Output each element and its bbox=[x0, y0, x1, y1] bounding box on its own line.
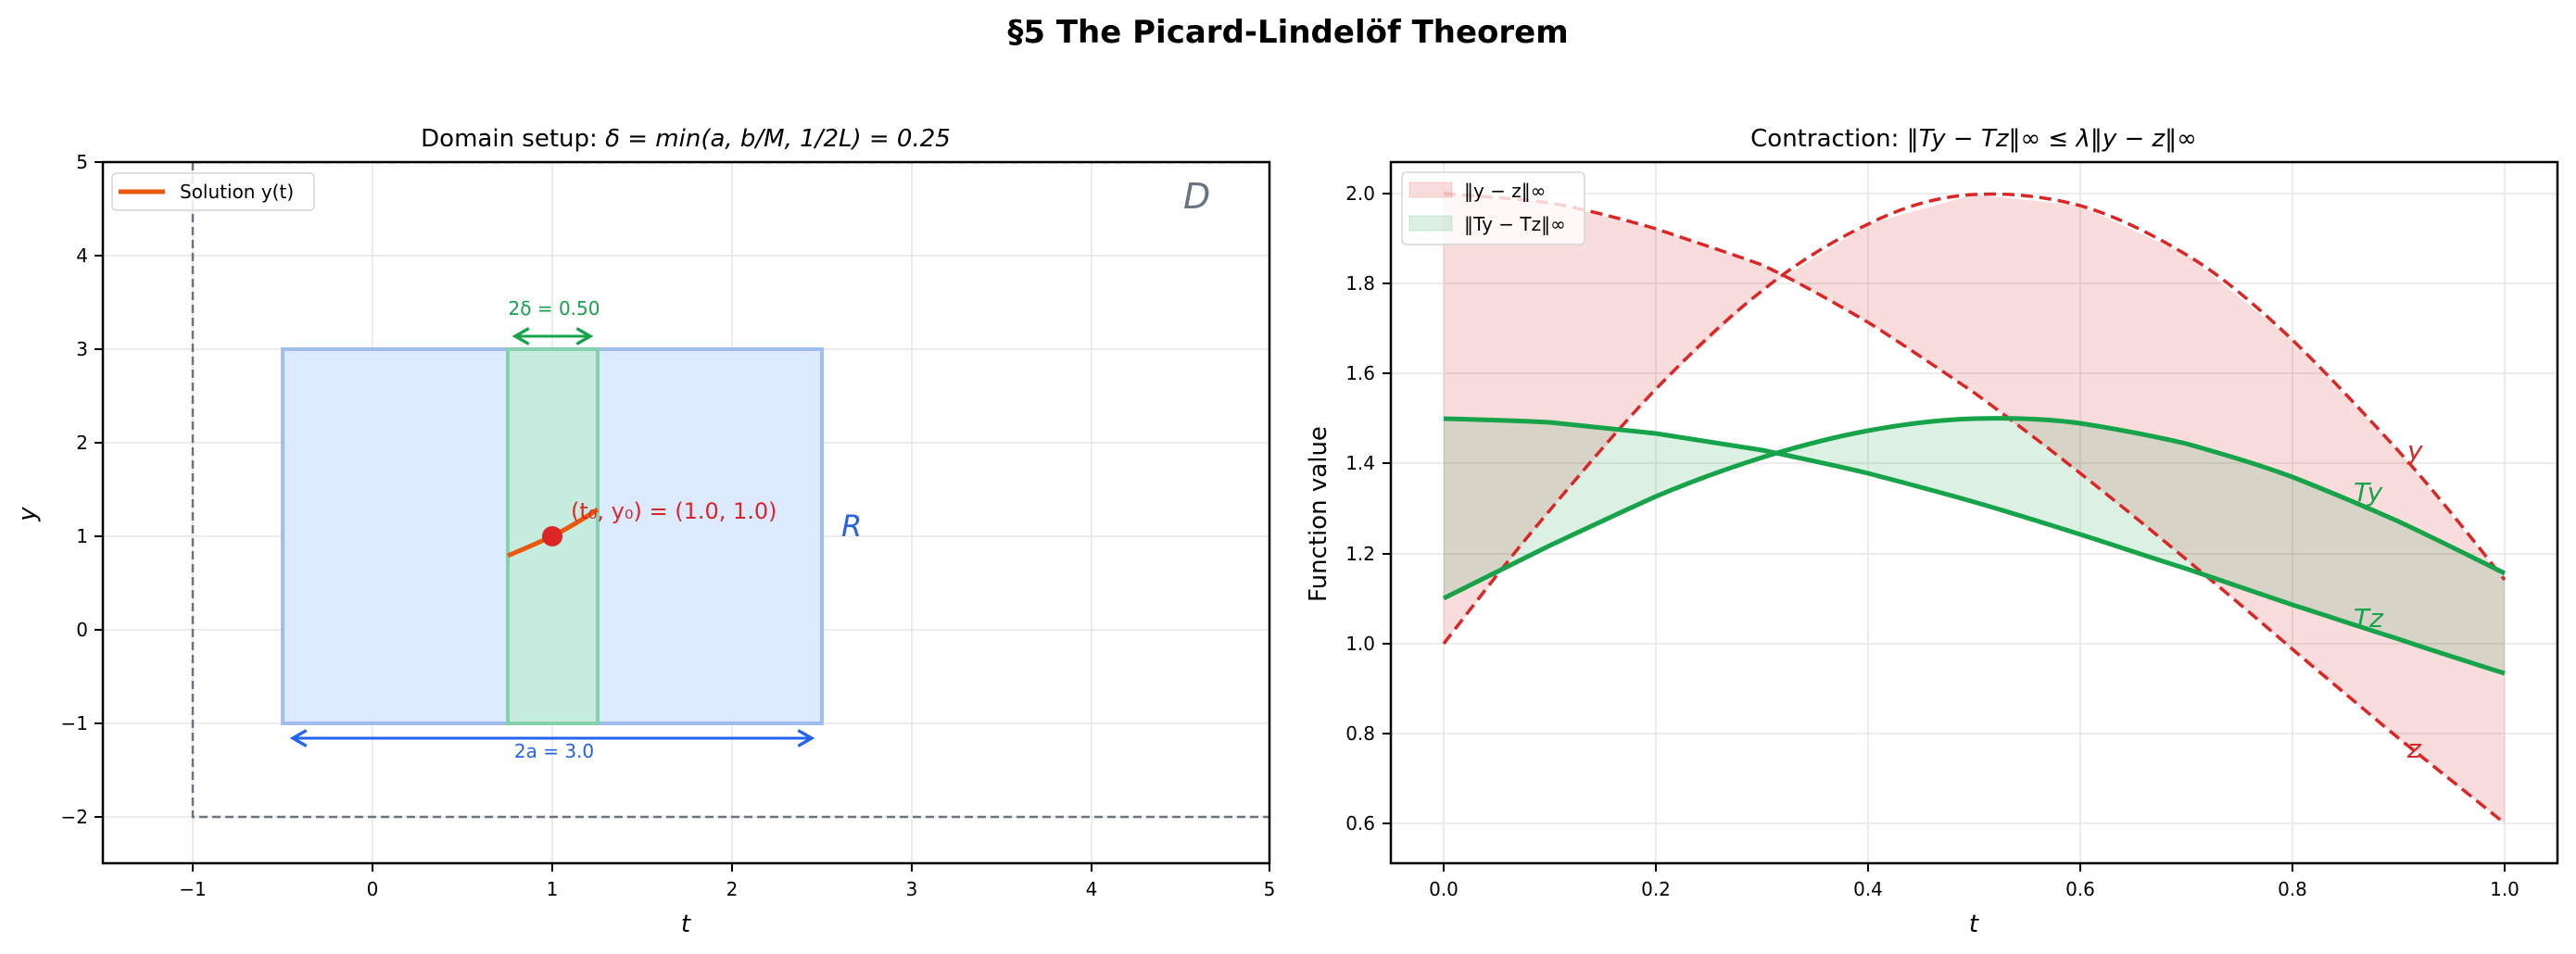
left-ytick-label: −1 bbox=[61, 712, 88, 734]
initial-point-label: (t₀, y₀) = (1.0, 1.0) bbox=[571, 498, 777, 524]
right-ytick-label: 0.6 bbox=[1345, 812, 1375, 835]
left-xtick-label: 1 bbox=[547, 878, 559, 900]
red-fill-legend-swatch bbox=[1408, 182, 1453, 198]
left-yticks bbox=[95, 161, 103, 818]
green-fill-legend-label: ‖Ty − Tz‖∞ bbox=[1464, 213, 1566, 235]
left-ytick-label: −2 bbox=[61, 806, 88, 828]
initial-point-marker bbox=[542, 526, 562, 546]
solution-legend-label: Solution y(t) bbox=[180, 181, 294, 203]
delta-strip bbox=[506, 347, 600, 725]
right-yticks bbox=[1383, 193, 1391, 824]
right-xtick-label: 0.6 bbox=[2065, 878, 2095, 900]
right-ytick-label: 1.6 bbox=[1345, 362, 1375, 384]
y-curve-label: y bbox=[2406, 435, 2423, 466]
right-legend: ‖y − z‖∞ ‖Ty − Tz‖∞ bbox=[1401, 171, 1585, 245]
red-fill-legend-label: ‖y − z‖∞ bbox=[1464, 180, 1546, 202]
left-ytick-label: 3 bbox=[76, 338, 88, 360]
ty-curve bbox=[1442, 416, 2507, 601]
left-ytick-label: 1 bbox=[76, 525, 88, 547]
left-xtick-label: 5 bbox=[1264, 878, 1276, 900]
tz-curve bbox=[1443, 416, 2506, 676]
right-xtick-label: 0.2 bbox=[1641, 878, 1671, 900]
delta-width-label: 2δ = 0.50 bbox=[509, 297, 600, 320]
left-xtick-label: 4 bbox=[1086, 878, 1098, 900]
right-ytick-label: 0.8 bbox=[1345, 722, 1375, 745]
left-ytick-label: 5 bbox=[76, 151, 88, 173]
green-fill-region bbox=[1444, 419, 2505, 673]
left-legend: Solution y(t) bbox=[111, 172, 315, 211]
right-ytick-label: 1.2 bbox=[1345, 543, 1375, 565]
right-xtick-label: 0.8 bbox=[2278, 878, 2307, 900]
left-legend-box bbox=[111, 172, 315, 211]
red-fill-region bbox=[1444, 194, 2505, 823]
right-ytick-label: 2.0 bbox=[1345, 182, 1375, 205]
left-ytick-label: 4 bbox=[76, 245, 88, 267]
left-ylabel: y bbox=[14, 507, 42, 522]
figure-title: §5 The Picard-Lindelöf Theorem bbox=[1007, 14, 1568, 51]
left-axes-frame bbox=[101, 160, 1271, 865]
y-curve bbox=[1442, 192, 2507, 646]
left-title-prefix: Domain setup: bbox=[421, 125, 605, 153]
left-title-math: δ = min(a, b/M, 1/2L) = 0.25 bbox=[605, 125, 951, 153]
right-ylabel: Function value bbox=[1305, 426, 1332, 602]
right-grid bbox=[1391, 162, 2557, 863]
right-legend-box bbox=[1401, 171, 1585, 245]
right-xtick-label: 0.4 bbox=[1853, 878, 1883, 900]
right-xtick-label: 1.0 bbox=[2490, 878, 2519, 900]
left-ytick-label: 2 bbox=[76, 432, 88, 454]
left-xlabel: t bbox=[681, 910, 691, 938]
right-ytick-label: 1.0 bbox=[1345, 633, 1375, 655]
left-ytick-label: 0 bbox=[76, 619, 88, 641]
green-fill-legend-swatch bbox=[1408, 215, 1453, 232]
right-ytick-label: 1.8 bbox=[1345, 272, 1375, 295]
right-title-math: ‖Ty − Tz‖∞ ≤ λ‖y − z‖∞ bbox=[1907, 125, 2197, 153]
domain-d-label: D bbox=[1183, 176, 1210, 217]
left-panel: Domain setup: δ = min(a, b/M, 1/2L) = 0.… bbox=[14, 125, 1275, 938]
domain-boundary bbox=[191, 162, 1269, 819]
ty-curve-label: Ty bbox=[2354, 477, 2383, 508]
tz-curve-label: Tz bbox=[2354, 603, 2384, 634]
left-panel-title: Domain setup: δ = min(a, b/M, 1/2L) = 0.… bbox=[421, 125, 951, 153]
left-xtick-label: 3 bbox=[906, 878, 918, 900]
right-xlabel: t bbox=[1969, 910, 1979, 938]
rectangle-r-label: R bbox=[841, 508, 862, 544]
left-xtick-label: −1 bbox=[179, 878, 206, 900]
right-axes-frame bbox=[1389, 160, 2559, 865]
z-curve-label: z bbox=[2406, 734, 2422, 764]
right-title-prefix: Contraction: bbox=[1750, 125, 1906, 153]
right-panel-title: Contraction: ‖Ty − Tz‖∞ ≤ λ‖y − z‖∞ bbox=[1750, 125, 2197, 153]
right-ytick-label: 1.4 bbox=[1345, 452, 1375, 474]
right-xtick-label: 0.0 bbox=[1429, 878, 1458, 900]
z-curve bbox=[1443, 192, 2507, 825]
a-width-label: 2a = 3.0 bbox=[514, 740, 594, 762]
right-panel: Contraction: ‖Ty − Tz‖∞ ≤ λ‖y − z‖∞ bbox=[1305, 125, 2559, 938]
right-xticks bbox=[1443, 863, 2506, 872]
left-xtick-label: 0 bbox=[367, 878, 379, 900]
left-xticks bbox=[192, 863, 1270, 872]
left-xtick-label: 2 bbox=[726, 878, 739, 900]
